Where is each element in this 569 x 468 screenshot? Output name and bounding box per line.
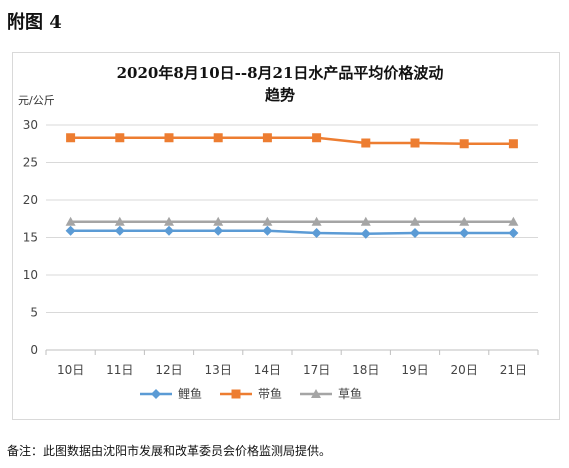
y-axis-unit-label: 元/公斤 (18, 94, 55, 107)
x-tick-label-1: 11日 (106, 363, 133, 377)
legend-label-2: 草鱼 (338, 387, 362, 401)
x-tick-label-5: 17日 (303, 363, 330, 377)
data-point-s2-4 (262, 216, 273, 226)
data-point-s2-5 (311, 216, 322, 226)
chart-title-line-1: 2020年8月10日--8月21日水产品平均价格波动 (116, 64, 444, 82)
data-point-s0-9 (508, 228, 519, 238)
x-tick-label-6: 18日 (352, 363, 379, 377)
data-point-s1-6 (361, 138, 371, 148)
data-point-s1-3 (213, 133, 223, 143)
data-point-s1-1 (115, 133, 125, 143)
data-point-s0-1 (114, 225, 125, 236)
data-point-s1-7 (410, 138, 420, 148)
data-point-s1-4 (262, 133, 272, 143)
data-point-s0-0 (65, 225, 76, 236)
x-tick-label-8: 20日 (451, 363, 478, 377)
figure-label: 附图 4 (7, 12, 62, 33)
y-tick-label-30: 30 (23, 118, 38, 132)
data-point-s1-2 (164, 133, 174, 143)
chart-frame (12, 52, 560, 420)
y-tick-label-20: 20 (23, 193, 38, 207)
data-point-s2-3 (213, 216, 224, 226)
chart-title-line-2: 趋势 (264, 86, 295, 104)
data-point-s2-1 (114, 216, 125, 226)
data-point-s1-9 (508, 139, 518, 149)
data-point-s2-7 (410, 216, 420, 226)
data-point-s0-4 (262, 225, 273, 236)
data-point-s0-7 (410, 228, 420, 238)
y-tick-label-5: 5 (30, 306, 38, 320)
data-point-s2-6 (360, 216, 371, 226)
chart-title: 2020年8月10日--8月21日水产品平均价格波动 趋势 (40, 62, 520, 106)
x-tick-label-2: 12日 (155, 363, 182, 377)
legend-label-0: 鲤鱼 (178, 387, 202, 401)
data-point-s2-8 (459, 216, 470, 226)
y-tick-label-10: 10 (23, 268, 38, 282)
y-tick-label-25: 25 (23, 156, 38, 170)
data-point-s0-5 (311, 228, 322, 238)
footnote: 备注：此图数据由沈阳市发展和改革委员会价格监测局提供。 (7, 444, 332, 458)
legend-marker-2 (311, 389, 321, 398)
legend-marker-1 (231, 389, 241, 399)
data-point-s2-2 (164, 216, 174, 226)
data-point-s0-8 (459, 228, 470, 238)
y-tick-label-0: 0 (30, 343, 38, 357)
data-point-s0-3 (213, 225, 224, 236)
x-tick-label-9: 21日 (500, 363, 527, 377)
data-point-s2-9 (508, 216, 519, 226)
data-point-s1-8 (459, 139, 469, 149)
data-point-s0-2 (164, 225, 174, 236)
series-line-1 (70, 136, 514, 145)
data-point-s0-6 (360, 228, 371, 239)
x-tick-label-0: 10日 (57, 363, 84, 377)
x-tick-label-7: 19日 (401, 363, 428, 377)
data-point-s1-5 (312, 133, 322, 143)
x-tick-label-3: 13日 (205, 363, 232, 377)
legend-marker-0 (151, 389, 161, 399)
y-tick-label-15: 15 (23, 231, 38, 245)
series-line-0 (70, 229, 514, 235)
line-chart: 0 5 10 15 20 25 30 10日 11日 12日 13日 14日 17日 18日 19日 20日 2… (23, 118, 539, 401)
x-tick-label-4: 14日 (254, 363, 281, 377)
data-point-s1-0 (66, 133, 76, 143)
data-point-s2-0 (65, 216, 76, 226)
legend-label-1: 带鱼 (258, 387, 282, 401)
